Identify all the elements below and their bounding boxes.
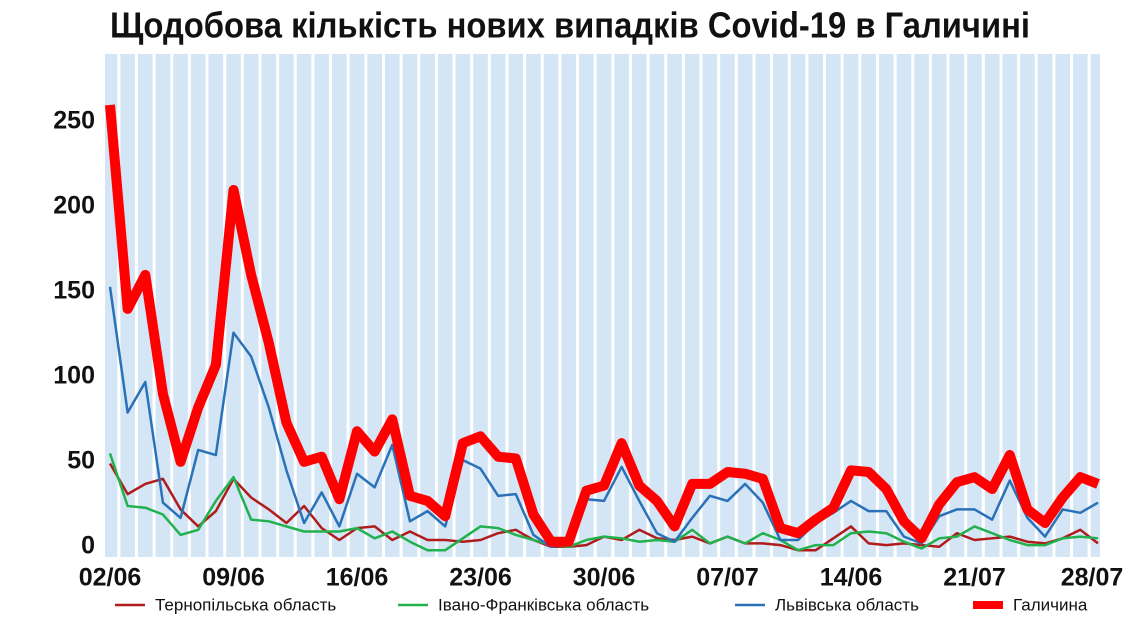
x-tick-label: 09/06	[202, 564, 265, 592]
y-tick-label: 100	[53, 361, 95, 389]
y-tick-label: 0	[81, 531, 95, 559]
chart-title: Щодобова кількість нових випадків Covid-…	[110, 5, 1030, 46]
legend-label: Галичина	[1013, 595, 1088, 614]
legend-label: Івано-Франківська область	[438, 595, 649, 614]
x-tick-label: 02/06	[79, 564, 142, 592]
legend-label: Львівська область	[775, 595, 919, 614]
y-tick-label: 50	[67, 446, 95, 474]
plot-background	[105, 54, 1100, 557]
x-tick-label: 21/07	[943, 564, 1006, 592]
x-tick-label: 28/07	[1061, 564, 1124, 592]
x-tick-label: 30/06	[573, 564, 636, 592]
x-tick-label: 23/06	[449, 564, 512, 592]
series-line	[105, 104, 1100, 547]
x-tick-label: 14/06	[820, 564, 883, 592]
series-line	[108, 452, 1099, 552]
legend-label: Тернопільська область	[155, 595, 336, 614]
y-tick-label: 150	[53, 277, 95, 305]
y-tick-label: 200	[53, 192, 95, 220]
x-tick-label: 07/07	[696, 564, 759, 592]
y-tick-label: 250	[53, 107, 95, 135]
x-tick-label: 16/06	[326, 564, 389, 592]
